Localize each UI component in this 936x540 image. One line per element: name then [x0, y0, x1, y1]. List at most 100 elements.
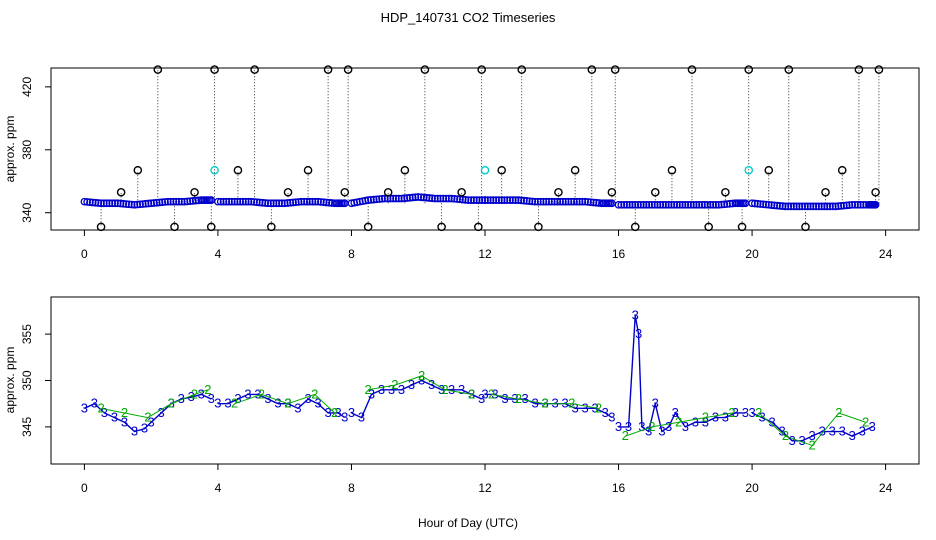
series-3-line — [84, 393, 212, 433]
blue-point — [489, 196, 498, 204]
series-3-marker: 3 — [148, 414, 155, 429]
series-2-marker: 2 — [782, 428, 789, 443]
blue-point — [372, 195, 381, 204]
black-point — [153, 65, 163, 74]
blue-point — [86, 198, 94, 207]
series-3-marker: 3 — [768, 414, 775, 429]
series-3-marker: 3 — [582, 400, 589, 415]
series-2-marker: 2 — [231, 396, 238, 411]
series-3-marker: 3 — [378, 382, 385, 397]
blue-point — [233, 197, 242, 206]
black-point — [744, 65, 754, 74]
series-3-marker: 3 — [458, 382, 465, 397]
blue-point — [144, 199, 153, 208]
black-point — [784, 65, 794, 74]
series-2-marker: 2 — [515, 391, 522, 406]
blue-point — [826, 202, 834, 211]
blue-point — [628, 200, 637, 209]
series-2-marker: 2 — [468, 386, 475, 401]
blue-point — [272, 199, 281, 208]
cyan-point — [210, 165, 219, 175]
blue-point — [678, 200, 687, 209]
blue-point — [133, 200, 142, 209]
blue-point — [642, 200, 651, 209]
blue-point — [297, 197, 306, 206]
blue-point — [495, 196, 503, 204]
blue-point — [125, 200, 133, 209]
black-point — [554, 187, 563, 197]
series-3-marker: 3 — [829, 424, 836, 439]
blue-point — [720, 200, 729, 209]
blue-point — [700, 200, 709, 209]
blue-point — [659, 200, 667, 209]
blue-point — [762, 200, 770, 209]
x-tick-label: 12 — [478, 481, 492, 495]
blue-point — [675, 200, 684, 209]
series-3-marker: 3 — [188, 389, 195, 404]
blue-point — [138, 200, 147, 208]
blue-point — [589, 198, 598, 207]
series-3-marker: 3 — [304, 391, 311, 406]
blue-point — [753, 199, 762, 208]
series-3-marker: 3 — [314, 396, 321, 411]
blue-point — [100, 199, 108, 208]
blue-point — [845, 201, 854, 209]
series-3-marker: 3 — [645, 424, 652, 439]
x-tick-label: 0 — [81, 247, 88, 261]
blue-point — [536, 197, 545, 206]
x-axis-label: Hour of Day (UTC) — [418, 516, 518, 530]
top-panel: 0 4 8 12 16 20 24 340 380 420 approx. ppm — [3, 65, 920, 261]
series-3-marker: 3 — [672, 405, 679, 420]
blue-point — [706, 200, 715, 209]
series-3-marker: 3 — [809, 428, 816, 443]
blue-point — [781, 202, 790, 211]
blue-point — [681, 200, 690, 209]
black-point — [874, 65, 884, 74]
series-2-line — [625, 412, 733, 437]
blue-point — [116, 199, 125, 208]
blue-point — [703, 200, 712, 209]
series-2-marker: 2 — [862, 414, 869, 429]
blue-point — [91, 198, 100, 207]
blue-point — [283, 199, 292, 207]
black-point — [497, 165, 506, 175]
black-point — [323, 65, 333, 74]
blue-point — [650, 200, 659, 209]
blue-point — [776, 202, 784, 210]
x-tick-label: 4 — [215, 247, 222, 261]
series-3-marker: 3 — [214, 396, 221, 411]
blue-point — [180, 197, 189, 206]
blue-point — [130, 200, 139, 209]
black-point — [420, 65, 430, 74]
series-3-marker: 3 — [632, 308, 639, 323]
series-2-marker: 2 — [121, 405, 128, 420]
blue-point — [380, 194, 389, 203]
blue-point — [809, 202, 818, 211]
blue-point — [253, 198, 261, 207]
blue-point — [787, 202, 795, 211]
blue-point — [392, 194, 400, 203]
series-3-line — [351, 379, 482, 419]
blue-point — [522, 197, 531, 205]
black-point — [764, 165, 774, 175]
series-2-marker: 2 — [809, 437, 816, 452]
blue-point — [801, 202, 809, 211]
blue-point — [559, 197, 567, 206]
black-point — [630, 222, 640, 232]
black-point — [737, 222, 747, 232]
series-3-marker: 3 — [428, 377, 435, 392]
blue-point — [751, 199, 759, 208]
cyan-point — [480, 165, 490, 175]
blue-point — [725, 199, 734, 208]
series-2-marker: 2 — [168, 396, 175, 411]
series-3-marker: 3 — [234, 391, 241, 406]
blue-point — [584, 198, 592, 206]
black-point — [116, 187, 126, 197]
blue-point — [795, 202, 804, 211]
series-3-marker: 3 — [348, 405, 355, 420]
series-3-marker: 3 — [324, 405, 331, 420]
series-3-marker: 3 — [264, 391, 271, 406]
series-3-marker: 3 — [91, 396, 98, 411]
series-3-marker: 3 — [478, 391, 485, 406]
